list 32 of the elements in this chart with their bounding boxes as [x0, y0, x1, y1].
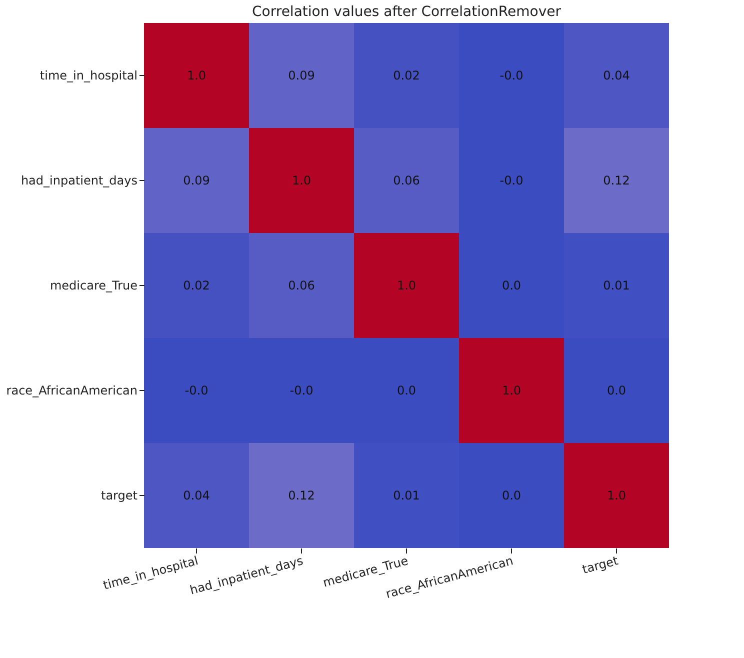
data-label: -0.0: [184, 384, 208, 398]
y-tick-label: race_AfricanAmerican: [6, 384, 138, 398]
x-tick-label: target: [580, 553, 620, 577]
data-label: 0.0: [396, 384, 416, 398]
data-label: 0.0: [606, 384, 626, 398]
data-label: 0.0: [502, 488, 522, 502]
data-label: 0.06: [288, 278, 315, 292]
data-label: 0.12: [603, 174, 630, 188]
y-tick-label: had_inpatient_days: [20, 174, 138, 188]
data-label: 0.02: [393, 68, 420, 82]
data-label: -0.0: [290, 384, 314, 398]
y-tick-label: target: [101, 488, 138, 502]
y-tick-label: medicare_True: [50, 278, 138, 292]
data-label: 0.06: [393, 174, 420, 188]
data-label: -0.0: [500, 174, 524, 188]
data-label: 0.02: [183, 278, 210, 292]
data-label: 0.04: [603, 68, 630, 82]
data-label: 1.0: [396, 278, 416, 292]
data-label: 1.0: [186, 68, 206, 82]
data-label: 0.09: [183, 174, 210, 188]
data-label: 1.0: [292, 174, 312, 188]
data-label: 0.09: [288, 68, 315, 82]
data-label: 0.04: [183, 488, 210, 502]
data-label: 1.0: [502, 384, 522, 398]
data-label: 0.01: [393, 488, 420, 502]
y-tick-label: time_in_hospital: [40, 68, 138, 82]
data-label: 0.12: [288, 488, 315, 502]
data-label: 1.0: [606, 488, 626, 502]
data-label: 0.0: [502, 278, 522, 292]
data-label: 0.01: [603, 278, 630, 292]
data-label: -0.0: [500, 68, 524, 82]
chart-title: Correlation values after CorrelationRemover: [252, 4, 562, 20]
